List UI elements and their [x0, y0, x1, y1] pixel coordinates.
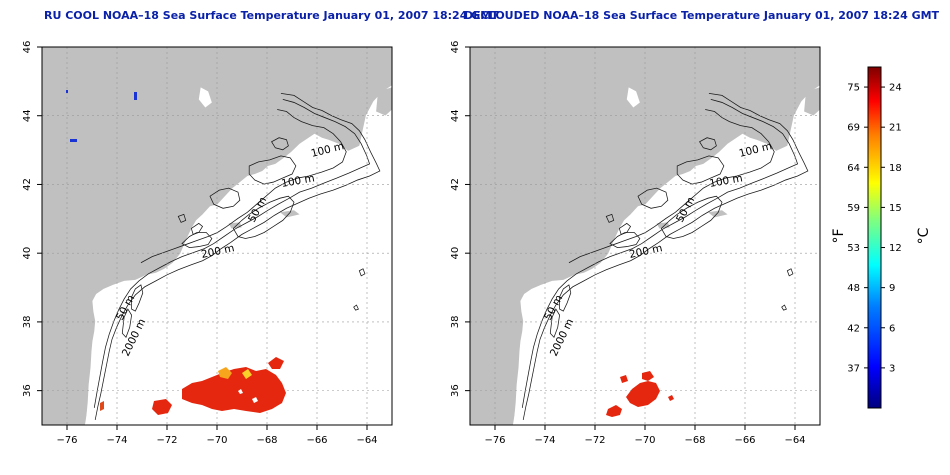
colorbar-ticks: 75 24 69 21 64 18 59 15 53 12 48 9 42 6 37 3 — [847, 83, 901, 375]
temperature-colorbar: 75 24 69 21 64 18 59 15 53 12 48 9 42 6 37 3 °F °C — [831, 66, 932, 409]
colorbar-label-c: 3 — [889, 363, 895, 374]
x-tick-label: −72 — [156, 435, 177, 446]
colorbar-label-c: 9 — [889, 283, 895, 294]
colorbar-label-c: 6 — [889, 323, 895, 334]
y-tick-label: 40 — [22, 247, 33, 260]
x-tick-label: −66 — [306, 435, 327, 446]
colorbar-label-c: 24 — [889, 83, 902, 94]
colorbar-label-f: 59 — [847, 203, 860, 214]
contour-label-100m-b: 100 m — [708, 172, 743, 190]
x-tick-label: −74 — [106, 435, 127, 446]
colorbar-label-f: 53 — [847, 243, 860, 254]
x-tick-label: −76 — [484, 435, 505, 446]
y-axis-ticks: 36 38 40 42 44 46 — [22, 41, 42, 397]
y-tick-label: 44 — [22, 109, 33, 122]
celsius-label: °C — [916, 227, 932, 244]
colorbar-label-c: 15 — [889, 203, 902, 214]
y-tick-label: 42 — [450, 178, 461, 191]
colorbar-label-f: 48 — [847, 283, 860, 294]
y-tick-label: 44 — [450, 109, 461, 122]
y-axis-ticks: 36 38 40 42 44 46 — [450, 41, 470, 397]
sst-patches — [606, 371, 674, 417]
right-map-title: DECLOUDED NOAA–18 Sea Surface Temperatur… — [464, 9, 940, 22]
colorbar-label-f: 42 — [847, 323, 860, 334]
right-map-panel: −76 −74 −72 −70 −68 −66 −64 36 38 40 42 44 46 100 m… — [450, 41, 821, 446]
colorbar-gradient — [867, 66, 882, 409]
x-axis-ticks: −76 −74 −72 −70 −68 −66 −64 — [484, 425, 806, 446]
colorbar-label-c: 18 — [889, 163, 902, 174]
x-tick-label: −74 — [534, 435, 555, 446]
y-tick-label: 38 — [22, 316, 33, 329]
fahrenheit-label: °F — [831, 228, 847, 243]
contour-label-100m-b: 100 m — [280, 172, 315, 190]
x-tick-label: −68 — [684, 435, 705, 446]
colorbar-label-c: 12 — [889, 243, 902, 254]
y-tick-label: 40 — [450, 247, 461, 260]
x-tick-label: −72 — [584, 435, 605, 446]
y-tick-label: 36 — [22, 384, 33, 397]
left-map-panel: −76 −74 −72 −70 −68 −66 −64 36 38 40 42 44 46 100 m… — [22, 41, 393, 446]
y-tick-label: 42 — [22, 178, 33, 191]
y-tick-label: 46 — [450, 41, 461, 54]
colorbar-label-f: 75 — [847, 83, 860, 94]
colorbar-label-c: 21 — [889, 123, 902, 134]
y-tick-label: 46 — [22, 41, 33, 54]
x-tick-label: −68 — [256, 435, 277, 446]
x-tick-label: −66 — [734, 435, 755, 446]
x-tick-label: −76 — [56, 435, 77, 446]
y-tick-label: 36 — [450, 384, 461, 397]
colorbar-label-f: 64 — [847, 163, 860, 174]
x-tick-label: −64 — [356, 435, 377, 446]
left-map-title: RU COOL NOAA–18 Sea Surface Temperature … — [44, 9, 499, 22]
colorbar-label-f: 37 — [847, 363, 860, 374]
x-axis-ticks: −76 −74 −72 −70 −68 −66 −64 — [56, 425, 378, 446]
x-tick-label: −64 — [784, 435, 805, 446]
y-tick-label: 38 — [450, 316, 461, 329]
x-tick-label: −70 — [206, 435, 227, 446]
colorbar-label-f: 69 — [847, 123, 860, 134]
x-tick-label: −70 — [634, 435, 655, 446]
sst-patches — [66, 90, 286, 415]
